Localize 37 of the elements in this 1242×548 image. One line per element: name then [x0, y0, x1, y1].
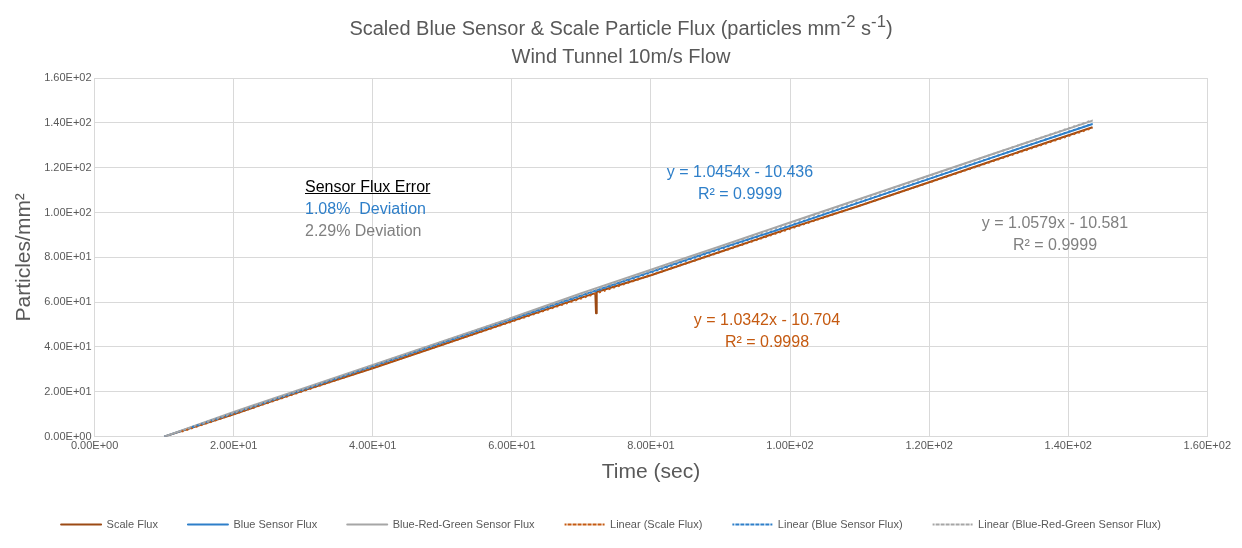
legend-label: Linear (Blue-Red-Green Sensor Flux) [978, 517, 1161, 530]
legend-label: Blue Sensor Flux [233, 517, 318, 530]
y-tick-label: 4.00E+01 [44, 339, 92, 352]
legend-label: Linear (Scale Flux) [610, 517, 703, 530]
x-tick-label: 1.20E+02 [905, 439, 953, 452]
x-tick-label: 2.00E+01 [209, 439, 258, 452]
y-tick-label: 1.00E+02 [44, 205, 92, 218]
legend-label: Linear (Blue Sensor Flux) [777, 517, 903, 530]
x-tick-label: 8.00E+01 [627, 439, 675, 452]
annotation: R² = 0.9998 [724, 332, 810, 352]
annotation: Sensor Flux Error [305, 177, 431, 197]
y-tick-label: 2.00E+01 [44, 384, 92, 397]
x-tick-label: 0.00E+00 [70, 439, 119, 452]
annotation: R² = 0.9999 [1012, 235, 1098, 255]
annotation: R² = 0.9999 [697, 184, 783, 204]
x-tick-label: 1.40E+02 [1044, 439, 1092, 452]
y-tick-label: 1.60E+02 [44, 71, 92, 84]
x-tick-label: 4.00E+01 [349, 439, 397, 452]
chart-subtitle: Wind Tunnel 10m/s Flow [510, 43, 732, 69]
y-tick-label: 8.00E+01 [44, 250, 92, 263]
y-axis-title: Particles/mm² [11, 193, 35, 322]
y-tick-label: 6.00E+01 [44, 295, 92, 308]
chart-title: Scaled Blue Sensor & Scale Particle Flux (particles mm$^{-2}$ s$^{-1}$) [348, 11, 894, 41]
x-tick-label: 1.00E+02 [766, 439, 814, 452]
annotation: 1.08% Deviation [305, 199, 426, 219]
legend-label: Scale Flux [106, 517, 159, 530]
annotation: y = 1.0342x - 10.704 [693, 310, 841, 330]
y-tick-label: 1.20E+02 [44, 160, 92, 173]
x-tick-label: 1.60E+02 [1183, 439, 1231, 452]
y-tick-label: 0.00E+00 [44, 429, 92, 442]
x-axis-title: Time (sec) [601, 459, 701, 483]
annotation: y = 1.0579x - 10.581 [981, 213, 1129, 233]
y-tick-label: 1.40E+02 [44, 115, 92, 128]
x-tick-label: 6.00E+01 [488, 439, 536, 452]
legend-label: Blue-Red-Green Sensor Flux [392, 517, 536, 530]
annotation: 2.29% Deviation [305, 221, 422, 241]
annotation: y = 1.0454x - 10.436 [666, 162, 814, 182]
